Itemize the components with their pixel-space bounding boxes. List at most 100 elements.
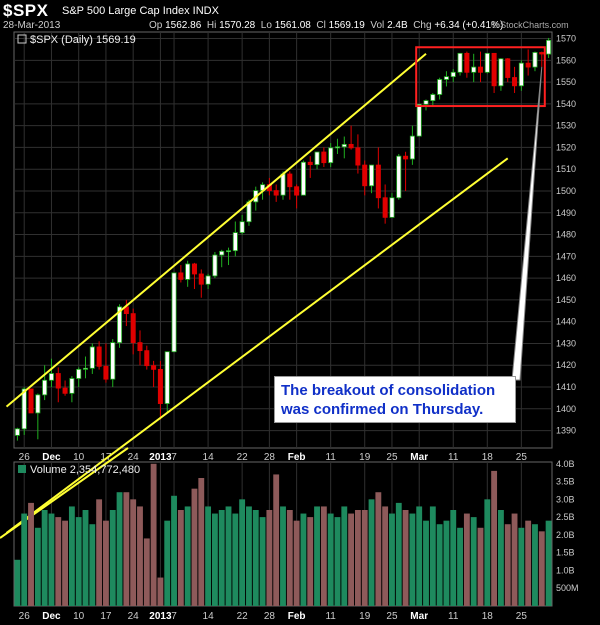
- trend-channel-line: [5, 157, 509, 534]
- volume-bar: [368, 499, 375, 606]
- price-x-tick-label: 26: [19, 452, 31, 463]
- price-tick-label: 1500: [556, 186, 576, 196]
- volume-x-tick-label: 22: [237, 611, 249, 622]
- volume-bar: [34, 527, 41, 606]
- price-tick-label: 1430: [556, 338, 576, 348]
- volume-bar: [266, 510, 273, 606]
- candle-up: [498, 58, 504, 87]
- candle-up: [82, 367, 89, 370]
- price-tick-label: 1450: [556, 295, 576, 305]
- volume-bar: [89, 524, 96, 606]
- volume-tick-label: 2.5B: [556, 512, 575, 522]
- trend-channel-line: [5, 53, 427, 408]
- price-tick-label: 1390: [556, 426, 576, 436]
- annotation-callout: The breakout of consolidation was confir…: [274, 376, 516, 423]
- volume-bar: [48, 513, 55, 606]
- volume-bar: [511, 513, 518, 606]
- symbol: $SPX: [3, 1, 49, 20]
- volume-bar: [470, 517, 477, 606]
- price-tick-label: 1530: [556, 121, 576, 131]
- price-tick-label: 1470: [556, 251, 576, 261]
- candle-up: [471, 66, 477, 73]
- op-label: Op: [149, 20, 163, 31]
- candle-up: [437, 79, 443, 95]
- candle-up: [219, 250, 225, 256]
- candle-down: [157, 368, 163, 404]
- price-legend-swatch: [17, 34, 27, 44]
- volume-x-tick-label: 26: [19, 611, 31, 622]
- callout-line-2: was confirmed on Thursday.: [281, 401, 484, 418]
- price-tick-label: 1420: [556, 360, 576, 370]
- price-tick-label: 1570: [556, 34, 576, 44]
- chg-value: +6.34 (+0.41%): [434, 20, 504, 31]
- lo-label: Lo: [260, 20, 272, 31]
- volume-bar: [150, 463, 157, 606]
- volume-bar: [198, 478, 205, 606]
- candle-down: [96, 346, 102, 367]
- candle-up: [35, 394, 41, 414]
- volume-tick-label: 3.0B: [556, 494, 575, 504]
- volume-bar: [491, 470, 498, 606]
- volume-bar: [246, 506, 252, 606]
- candle-down: [144, 350, 150, 367]
- candle-down: [375, 164, 381, 199]
- volume-bar: [354, 510, 361, 606]
- candle-down: [525, 62, 531, 68]
- vol-label: Vol: [370, 20, 385, 31]
- candle-up: [341, 143, 347, 148]
- candle-up: [205, 275, 211, 285]
- volume-x-tick-label: 14: [203, 611, 215, 622]
- candle-down: [491, 52, 497, 87]
- volume-x-tick-label: 7: [171, 611, 177, 622]
- volume-x-tick-label: 24: [128, 611, 140, 622]
- watermark: © StockCharts.com: [491, 20, 569, 30]
- candle-up: [226, 250, 232, 253]
- candle-down: [505, 58, 511, 78]
- price-legend: $SPX (Daily) 1569.19: [30, 34, 136, 46]
- candle-up: [69, 378, 75, 394]
- candle-up: [532, 52, 538, 68]
- volume-x-tick-label: 25: [386, 611, 398, 622]
- volume-bar: [416, 506, 423, 606]
- price-tick-label: 1480: [556, 230, 576, 240]
- candle-down: [307, 161, 313, 166]
- candle-up: [76, 368, 82, 379]
- volume-bar: [409, 513, 416, 606]
- price-tick-label: 1510: [556, 164, 576, 174]
- candle-up: [185, 263, 191, 280]
- candle-up: [239, 221, 245, 233]
- candle-up: [443, 76, 449, 80]
- candle-up: [110, 342, 116, 380]
- volume-x-tick-label: Mar: [410, 611, 428, 622]
- volume-bar: [157, 577, 164, 606]
- volume-bar: [68, 506, 75, 606]
- volume-tick-label: 4.0B: [556, 459, 575, 469]
- candle-down: [103, 365, 109, 380]
- candle-up: [314, 151, 320, 166]
- volume-bar: [62, 520, 69, 606]
- hi-label: Hi: [206, 20, 217, 31]
- volume-bar: [320, 506, 327, 606]
- volume-bar: [82, 510, 89, 606]
- volume-bar: [143, 538, 150, 606]
- volume-bar: [307, 517, 314, 606]
- volume-bar: [525, 520, 532, 606]
- volume-bar: [55, 517, 62, 606]
- candle-up: [21, 388, 27, 430]
- cl-label: Cl: [316, 20, 326, 31]
- volume-bar: [103, 520, 109, 606]
- candle-down: [62, 387, 68, 394]
- candle-down: [362, 164, 368, 187]
- candle-up: [518, 62, 524, 87]
- volume-bar: [545, 520, 552, 606]
- callout-pointer: [511, 66, 543, 381]
- price-x-tick-label: Dec: [42, 452, 61, 463]
- candle-up: [42, 379, 48, 396]
- candle-down: [355, 147, 361, 166]
- candle-up: [334, 146, 340, 149]
- candle-down: [191, 263, 197, 275]
- price-x-tick-label: Mar: [410, 452, 428, 463]
- volume-x-tick-label: 11: [325, 611, 336, 622]
- candle-down: [294, 186, 300, 196]
- candle-down: [321, 151, 327, 164]
